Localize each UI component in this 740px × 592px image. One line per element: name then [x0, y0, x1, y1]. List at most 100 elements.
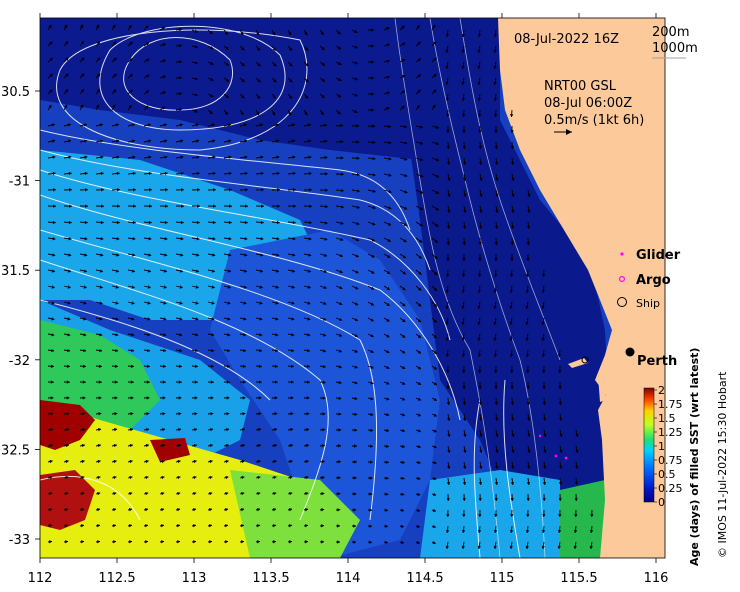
current-arrow-head — [132, 237, 136, 241]
current-arrow-head — [433, 445, 437, 449]
current-arrow-head — [225, 475, 229, 480]
current-arrow-head — [213, 188, 217, 192]
current-arrow-head — [261, 204, 265, 208]
current-arrow-head — [210, 427, 214, 432]
current-arrow-head — [433, 460, 437, 465]
y-tick-label: -31 — [9, 175, 30, 190]
current-arrow-head — [340, 205, 345, 209]
current-arrow-head — [144, 508, 149, 512]
current-arrow-head — [306, 412, 310, 416]
y-tick-label: 32.5 — [1, 443, 30, 458]
current-arrow-head — [416, 540, 421, 544]
current-arrow-head — [261, 188, 265, 192]
current-arrow-head — [114, 380, 119, 384]
current-arrow-head — [229, 204, 233, 208]
current-arrow-head — [163, 333, 167, 337]
current-arrow-head — [353, 508, 357, 512]
current-arrow-head — [509, 530, 514, 534]
current-arrow-head — [66, 396, 70, 400]
current-arrow-head — [306, 380, 311, 384]
current-arrow-head — [133, 204, 137, 208]
current-arrow-head — [83, 317, 87, 321]
current-arrow-head — [354, 333, 359, 337]
current-arrow-head — [337, 94, 342, 98]
current-arrow-head — [462, 481, 467, 486]
current-arrow-head — [337, 46, 342, 50]
current-arrow-head — [256, 47, 261, 51]
current-arrow-head — [193, 443, 198, 448]
current-arrow-head — [225, 46, 229, 50]
current-arrow-head — [446, 242, 450, 246]
current-arrow-head — [273, 459, 277, 464]
current-arrow-head — [386, 286, 391, 290]
rottnest-island — [568, 358, 588, 368]
current-arrow-head — [210, 412, 214, 416]
current-arrow-head — [339, 286, 343, 290]
current-arrow-head — [66, 380, 71, 384]
current-arrow-head — [370, 334, 374, 338]
current-arrow-head — [83, 285, 88, 289]
current-arrow-head — [433, 413, 438, 417]
current-arrow-head — [64, 104, 68, 109]
current-arrow-head — [148, 253, 152, 257]
current-arrow-head — [432, 24, 436, 29]
current-arrow-head — [288, 508, 293, 512]
current-arrow-head — [179, 285, 184, 289]
current-arrow-head — [304, 47, 309, 51]
current-arrow-head — [495, 449, 499, 454]
current-arrow-head — [321, 540, 325, 544]
current-arrow-head — [525, 530, 530, 534]
current-arrow-head — [304, 508, 309, 512]
current-arrow-head — [290, 396, 294, 400]
current-arrow-head — [432, 104, 436, 109]
current-arrow-head — [128, 508, 133, 512]
current-arrow-head — [49, 475, 53, 480]
current-arrow-head — [244, 155, 248, 159]
current-arrow-head — [276, 220, 281, 225]
current-arrow-head — [227, 317, 231, 321]
current-arrow-head — [356, 156, 360, 160]
current-arrow-head — [226, 412, 230, 416]
current-arrow-head — [417, 381, 422, 385]
current-arrow-head — [372, 124, 376, 128]
current-arrow-head — [272, 540, 277, 544]
current-arrow-head — [52, 253, 56, 257]
current-arrow-head — [493, 65, 497, 70]
current-arrow-head — [260, 237, 264, 241]
current-arrow-head — [177, 491, 181, 496]
current-arrow-head — [178, 364, 183, 368]
current-arrow-head — [527, 193, 531, 198]
current-arrow-head — [525, 337, 529, 342]
current-arrow-head — [192, 540, 197, 544]
current-arrow-head — [51, 317, 55, 321]
current-arrow-head — [419, 141, 424, 145]
current-arrow-head — [180, 253, 184, 257]
current-arrow-head — [403, 206, 408, 210]
current-arrow-head — [461, 545, 465, 550]
current-arrow-head — [493, 81, 497, 86]
current-arrow-head — [495, 465, 499, 470]
current-arrow-head — [589, 530, 594, 534]
current-arrow-head — [461, 81, 465, 86]
current-arrow-head — [162, 43, 166, 47]
current-arrow-head — [80, 41, 85, 45]
current-arrow-head — [509, 274, 514, 278]
current-arrow-head — [241, 443, 246, 448]
current-arrow-head — [434, 239, 439, 243]
current-arrow-head — [463, 449, 467, 454]
current-arrow-head — [257, 79, 261, 83]
current-arrow-head — [116, 220, 121, 225]
current-arrow-head — [256, 508, 261, 512]
current-arrow-head — [446, 402, 451, 406]
current-arrow-head — [84, 253, 88, 257]
current-arrow-head — [160, 540, 165, 544]
current-arrow-head — [176, 508, 181, 512]
current-arrow-head — [446, 481, 451, 486]
current-arrow-head — [211, 317, 215, 321]
current-arrow-head — [65, 73, 69, 78]
current-arrow-head — [240, 540, 245, 544]
current-arrow-head — [526, 258, 530, 262]
current-arrow-head — [49, 89, 53, 93]
sst-deep-north — [40, 18, 500, 160]
